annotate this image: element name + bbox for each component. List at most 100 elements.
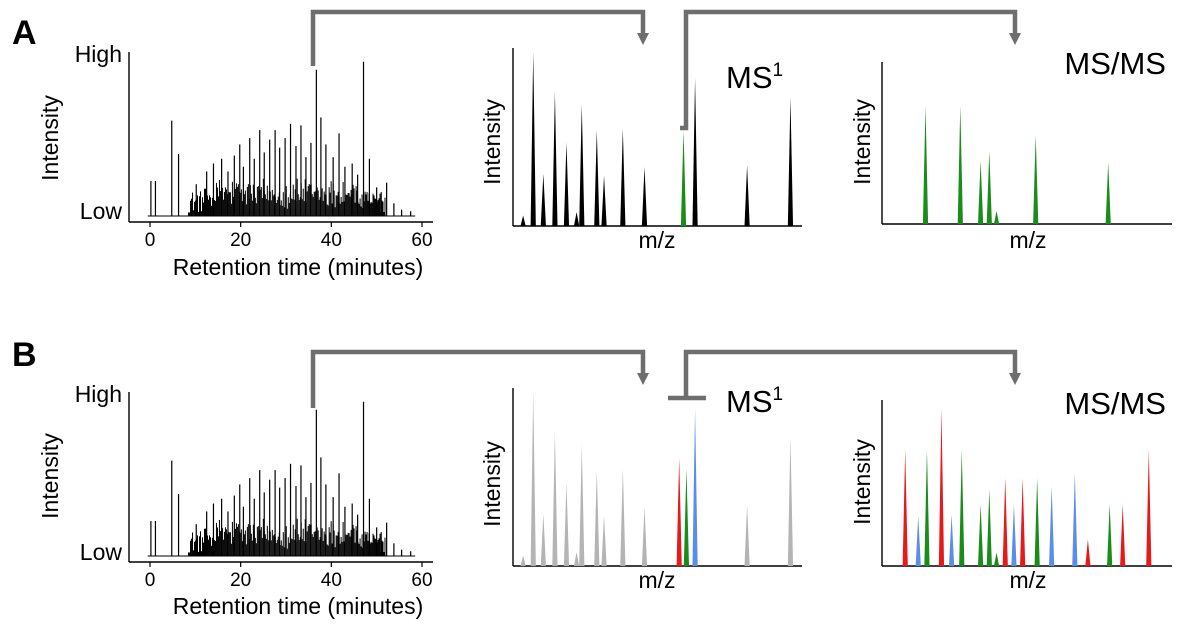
spectrum-peak [579, 104, 585, 226]
spectrum-peak [552, 432, 558, 566]
spectrum-peak [1034, 478, 1040, 566]
arrow-ms1-to-msms-a [680, 9, 1018, 131]
spectrum-peak [683, 468, 689, 566]
ms1-b-peaks [520, 392, 794, 566]
spectrum-peak [1002, 478, 1008, 566]
x-tick-label: 0 [145, 570, 156, 591]
msms-a-ylabel: Intensity [849, 99, 875, 185]
spectrum-peak [978, 504, 984, 566]
spectrum-peak [1020, 478, 1026, 566]
spectrum-peak [993, 552, 1000, 566]
chromatogram-b-xlabel: Retention time (minutes) [173, 593, 424, 619]
ms1-a-peaks [520, 52, 794, 227]
spectrum-peak [902, 449, 908, 566]
x-tick-label: 40 [321, 570, 342, 591]
spectrum-peak [540, 513, 546, 566]
spectrum-peak [959, 449, 965, 566]
spectrum-peak [744, 505, 750, 566]
spectrum-peak [993, 211, 1000, 224]
spectrum-peak [986, 151, 992, 224]
spectrum-peak [579, 444, 585, 566]
ms1-a-title: MS1 [726, 60, 783, 95]
spectrum-peak [938, 408, 945, 566]
spectrum-peak [915, 516, 921, 566]
spectrum-peak [641, 166, 648, 226]
arrows-a [310, 9, 1021, 131]
spectrum-peak [530, 52, 536, 226]
spectrum-peak [1107, 504, 1113, 566]
x-tick-label: 60 [411, 230, 432, 251]
spectrum-peak [692, 78, 698, 226]
spectrum-peak [1105, 162, 1111, 224]
msms-spectrum-b: Intensity m/z MS/MS [849, 386, 1172, 593]
spectrum-peak [1072, 473, 1078, 566]
chromatogram-a-x-ticks: 0 20 40 60 [145, 222, 433, 251]
msms-a-xlabel: m/z [1009, 227, 1046, 253]
spectrum-peak [620, 128, 626, 226]
spectrum-peak [787, 97, 794, 227]
chromatogram-a: Intensity High Low 0 20 40 60 Retention tim… [37, 41, 433, 280]
spectrum-peak [787, 437, 794, 566]
spectrum-peak [641, 506, 648, 566]
spectrum-peak [978, 160, 984, 224]
chromatogram-a-peaks [147, 61, 416, 217]
spectrum-peak [1049, 486, 1055, 566]
ms1-b-ylabel: Intensity [479, 441, 505, 527]
chromatogram-b: Intensity High Low 0 20 40 60 Retention tim… [37, 381, 433, 619]
panel-letter-b: B [12, 336, 37, 374]
spectrum-peak [986, 489, 992, 566]
spectrum-peak [1011, 504, 1017, 566]
spectrum-peak [957, 105, 963, 224]
ms1-a-ylabel: Intensity [479, 99, 505, 185]
spectrum-peak [520, 555, 526, 566]
x-tick-label: 20 [230, 570, 251, 591]
msms-b-title: MS/MS [1064, 386, 1166, 421]
spectrum-peak [744, 165, 750, 226]
spectrum-peak [520, 215, 526, 226]
chromatogram-a-low-label: Low [80, 198, 123, 224]
chromatogram-b-low-label: Low [80, 539, 123, 565]
msms-a-peaks [922, 105, 1111, 224]
spectrum-peak [620, 468, 626, 566]
spectrum-peak [601, 175, 607, 226]
spectrum-peak [949, 514, 955, 566]
arrows-b [310, 349, 1021, 408]
chromatogram-b-peaks [147, 401, 416, 557]
spectrum-peak [922, 105, 929, 224]
chromatogram-a-ylabel: Intensity [37, 95, 63, 181]
chromatogram-a-xlabel: Retention time (minutes) [173, 254, 424, 280]
x-tick-label: 20 [230, 230, 251, 251]
arrow-chromatogram-to-ms1-b [310, 349, 646, 408]
arrow-ms1-to-msms-b [683, 349, 1018, 398]
spectrum-peak [563, 142, 570, 226]
msms-spectrum-a: Intensity m/z MS/MS [849, 46, 1172, 253]
spectrum-peak [924, 449, 930, 566]
spectrum-peak [594, 470, 600, 566]
ms1-b-xlabel: m/z [638, 567, 675, 593]
x-tick-label: 40 [321, 230, 342, 251]
msms-b-ylabel: Intensity [849, 439, 875, 525]
spectrum-peak [552, 92, 558, 227]
spectrum-peak [573, 552, 580, 566]
spectrum-peak [601, 515, 607, 566]
panel-letter-a: A [12, 14, 37, 52]
spectrum-peak [692, 409, 698, 566]
ms1-b-title: MS1 [726, 384, 783, 419]
spectrum-peak [530, 392, 536, 566]
panel-b: B Intensity High Low 0 20 40 60 Retention t… [12, 336, 1172, 619]
ms1-a-xlabel: m/z [638, 227, 675, 253]
ms1-spectrum-a: Intensity m/z MS1 [479, 48, 802, 253]
chromatogram-b-high-label: High [75, 381, 122, 407]
spectrum-peak [676, 458, 682, 566]
x-tick-label: 60 [411, 570, 432, 591]
spectrum-peak [594, 130, 600, 226]
ms1-spectrum-b: Intensity m/z MS1 [479, 384, 802, 593]
chromatogram-b-ylabel: Intensity [37, 433, 63, 519]
arrow-chromatogram-to-ms1-a [310, 9, 646, 66]
chromatogram-b-x-ticks: 0 20 40 60 [145, 562, 433, 591]
spectrum-peak [1085, 539, 1091, 566]
x-tick-label: 0 [145, 230, 156, 251]
msms-b-xlabel: m/z [1009, 567, 1046, 593]
spectrum-peak [1033, 134, 1039, 224]
